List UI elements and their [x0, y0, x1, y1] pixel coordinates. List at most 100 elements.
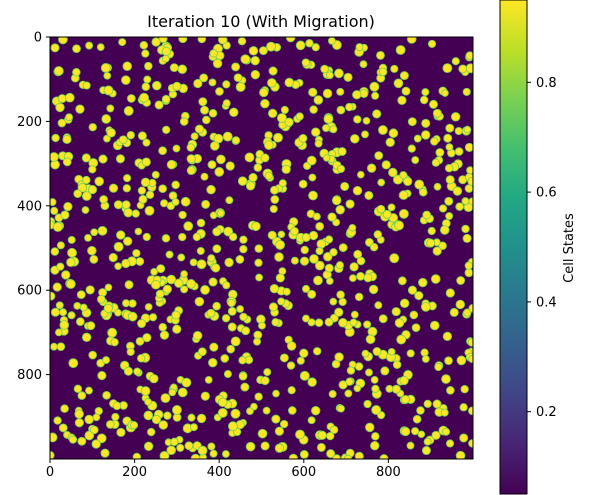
cell: [289, 454, 298, 459]
cell: [142, 50, 149, 57]
cell: [78, 183, 87, 192]
cell: [83, 176, 90, 184]
cell: [107, 128, 115, 137]
cell: [351, 311, 358, 318]
cell: [280, 354, 288, 362]
cell: [337, 106, 345, 114]
cell: [57, 263, 64, 270]
cell: [263, 407, 270, 414]
cell: [334, 69, 343, 78]
cell: [329, 390, 336, 398]
cell: [254, 164, 262, 171]
cell: [258, 429, 267, 438]
cell: [145, 206, 154, 215]
cell: [270, 186, 279, 194]
cell: [467, 167, 473, 174]
cell: [468, 407, 473, 415]
cell: [330, 249, 337, 256]
cell: [83, 82, 90, 89]
x-tick-label: 200: [122, 465, 147, 480]
colorbar-frame: [499, 0, 528, 495]
cell: [307, 210, 315, 218]
cell: [50, 221, 54, 229]
cell: [371, 376, 378, 383]
cell: [337, 291, 344, 299]
cell: [184, 222, 193, 231]
cell: [202, 200, 210, 208]
cell: [166, 251, 173, 258]
cell: [367, 164, 376, 172]
cell: [138, 187, 146, 194]
cell: [373, 110, 381, 118]
cell: [291, 257, 298, 264]
cell: [275, 444, 284, 453]
cell: [309, 231, 318, 240]
cell: [433, 239, 440, 246]
cell: [453, 187, 462, 195]
cell: [80, 304, 87, 311]
cell: [314, 276, 322, 285]
cell: [218, 37, 227, 44]
cell: [372, 433, 379, 440]
cell: [302, 315, 309, 322]
cell: [345, 390, 352, 397]
cell: [51, 308, 60, 316]
cell: [462, 225, 469, 233]
cell: [107, 105, 114, 112]
cell: [144, 411, 153, 420]
cell: [56, 302, 63, 309]
cell: [58, 94, 66, 103]
cell: [274, 133, 283, 142]
cell: [336, 205, 345, 214]
cell: [450, 308, 458, 317]
cell: [157, 265, 165, 273]
cell: [89, 123, 97, 131]
cell: [421, 131, 430, 139]
cell: [413, 415, 421, 423]
cell: [228, 422, 238, 431]
cell: [328, 37, 335, 44]
cell: [272, 319, 279, 326]
cell: [194, 79, 202, 88]
cell: [460, 404, 467, 411]
cell: [355, 363, 363, 370]
cell: [159, 185, 167, 193]
cell: [365, 369, 372, 376]
cell: [200, 106, 209, 114]
cell: [163, 285, 172, 293]
cell: [102, 115, 111, 123]
cell: [421, 349, 428, 356]
cell: [173, 325, 181, 333]
cell: [442, 90, 448, 96]
cell: [115, 263, 121, 270]
cell: [190, 259, 197, 266]
cell: [330, 426, 338, 434]
cell: [408, 145, 415, 152]
cell: [123, 237, 132, 245]
cell: [369, 285, 378, 294]
cell: [119, 136, 127, 144]
x-tick-label: 0: [46, 465, 54, 480]
cell: [63, 158, 71, 166]
cell: [259, 47, 267, 55]
cell: [378, 179, 385, 186]
cell: [222, 314, 230, 322]
cell: [197, 414, 206, 423]
cell: [355, 293, 363, 301]
cell: [143, 139, 150, 146]
cell: [421, 302, 430, 311]
cell: [104, 304, 113, 313]
cell: [374, 231, 382, 238]
cell: [167, 446, 176, 455]
cell: [135, 228, 142, 235]
colorbar-ticks: 0.2 0.4 0.6 0.8: [527, 76, 557, 420]
cell: [240, 236, 247, 243]
cell: [249, 173, 257, 182]
cell: [155, 101, 163, 109]
cell: [314, 96, 323, 104]
cell: [126, 342, 134, 350]
cell: [229, 233, 237, 241]
cell: [210, 142, 219, 150]
cell: [136, 258, 144, 265]
cell: [240, 313, 247, 321]
